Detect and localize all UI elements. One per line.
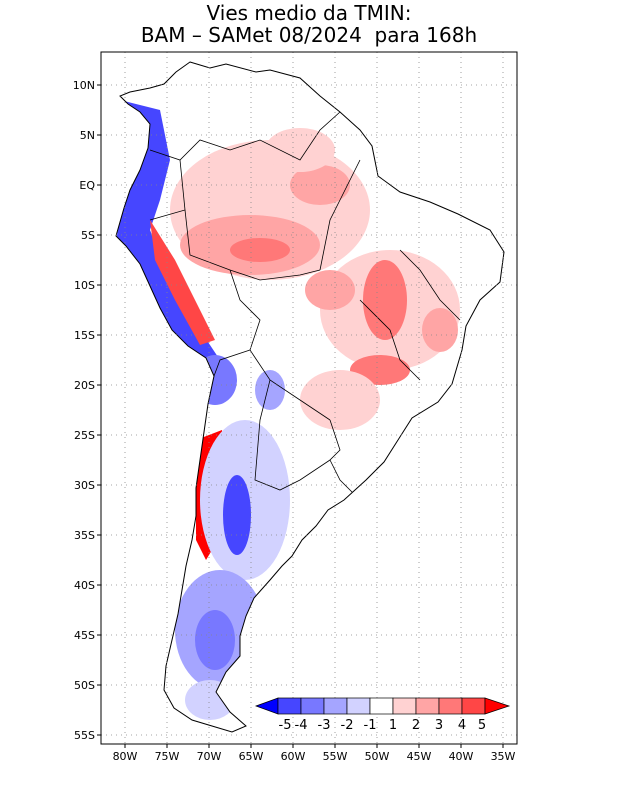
colorbar-label: 2	[412, 718, 420, 733]
colorbar-arrow-right	[484, 697, 511, 715]
map-title: Vies medio da TMIN: BAM – SAMet 08/2024 …	[0, 2, 618, 46]
title-line-2: BAM – SAMet 08/2024 para 168h	[140, 23, 478, 47]
colorbar-label: -5	[279, 718, 292, 733]
lon-label: 35W	[491, 750, 516, 763]
lon-label: 70W	[197, 750, 222, 763]
lon-label: 55W	[323, 750, 348, 763]
lon-label: 75W	[155, 750, 180, 763]
longitude-labels: 80W 75W 70W 65W 60W 55W 50W 45W 40W 35W	[113, 750, 516, 763]
lon-label: 80W	[113, 750, 138, 763]
colorbar-swatch	[323, 697, 348, 715]
grid-lines	[101, 52, 517, 744]
lat-label: 35S	[74, 529, 95, 542]
lat-label: 25S	[74, 429, 95, 442]
region-amazon-core	[230, 238, 290, 262]
colorbar-swatch	[277, 697, 302, 715]
colorbar-label: 5	[478, 718, 486, 733]
region-argentina-cold	[223, 475, 251, 555]
country-borders	[149, 111, 461, 501]
lon-label: 65W	[239, 750, 264, 763]
region-venezuela-warm	[265, 128, 335, 172]
colorbar-label: 1	[389, 718, 397, 733]
region-guiana-warm	[290, 165, 350, 205]
lat-label: 5S	[81, 229, 95, 242]
lon-label: 40W	[449, 750, 474, 763]
lat-label: 10S	[74, 279, 95, 292]
lat-label: 55S	[74, 729, 95, 742]
colorbar-swatch	[392, 697, 417, 715]
region-mato-grosso-warm	[305, 270, 355, 310]
colorbar-swatch	[346, 697, 371, 715]
colorbar-swatch	[369, 697, 394, 715]
plot-frame	[100, 51, 518, 745]
lon-label: 45W	[407, 750, 432, 763]
latitude-labels: 10N 5N EQ 5S 10S 15S 20S 25S 30S 35S 40S…	[73, 79, 96, 742]
lon-label: 60W	[281, 750, 306, 763]
lat-label: 40S	[74, 579, 95, 592]
lat-label: EQ	[79, 179, 95, 192]
colorbar-label: -2	[341, 718, 354, 733]
colorbar-label: 3	[435, 718, 443, 733]
colorbar-swatch	[461, 697, 486, 715]
lat-label: 45S	[74, 629, 95, 642]
colorbar-swatch	[415, 697, 440, 715]
region-andes-cold	[116, 100, 220, 370]
colorbar-swatch	[438, 697, 463, 715]
colorbar-swatch	[300, 697, 325, 715]
lat-label: 30S	[74, 479, 95, 492]
region-central-brazil-warm	[363, 260, 407, 340]
region-chaco-cold	[255, 370, 285, 410]
lat-label: 20S	[74, 379, 95, 392]
lat-label: 50S	[74, 679, 95, 692]
region-parana-warm	[300, 370, 380, 430]
lon-label: 50W	[365, 750, 390, 763]
colorbar-label: -1	[364, 718, 377, 733]
colorbar: -5 -4 -3 -2 -1 1 2 3 4 5	[254, 697, 511, 733]
title-line-1: Vies medio da TMIN:	[206, 1, 412, 25]
region-bahia-warm	[422, 308, 458, 352]
lat-label: 5N	[80, 129, 95, 142]
axis-ticks	[97, 84, 504, 748]
region-andes-warm-streak	[150, 220, 215, 345]
colorbar-label: 4	[458, 718, 466, 733]
lat-label: 15S	[74, 329, 95, 342]
colorbar-label: -4	[295, 718, 308, 733]
region-patagonia-core	[195, 610, 235, 670]
lat-label: 10N	[73, 79, 95, 92]
colorbar-label: -3	[318, 718, 331, 733]
